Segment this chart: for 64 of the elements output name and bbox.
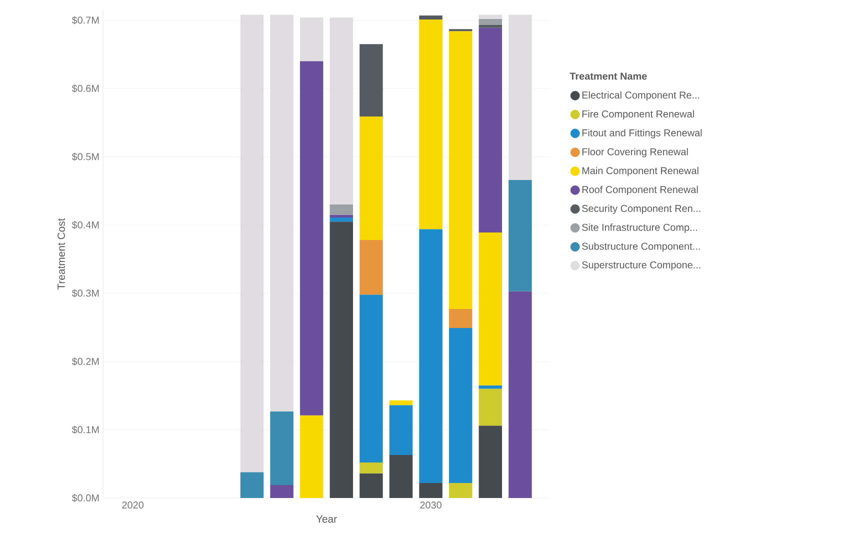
bar xyxy=(419,15,442,20)
bar xyxy=(448,482,472,498)
bar xyxy=(330,222,354,498)
bar xyxy=(240,14,264,472)
bar xyxy=(270,14,294,412)
bar xyxy=(330,204,354,215)
legend-label: Security Component Ren... xyxy=(582,204,700,214)
legend-label: Floor Covering Renewal xyxy=(582,148,688,158)
legend-label: Fitout and Fittings Renewal xyxy=(582,129,702,138)
legend-label: Site Infrastructure Comp... xyxy=(582,224,697,233)
legend-label: Main Component Renewal xyxy=(582,166,698,176)
y-tick-label: $0.4M xyxy=(72,220,99,230)
x-axis-title: Year xyxy=(316,515,337,523)
x-tick-label: 2030 xyxy=(420,502,442,509)
bar xyxy=(360,294,383,463)
bar xyxy=(478,232,502,386)
bar xyxy=(300,18,324,62)
bar xyxy=(448,308,472,328)
bar xyxy=(300,61,324,416)
bar xyxy=(508,14,532,180)
bar xyxy=(448,31,472,309)
bar xyxy=(360,462,383,474)
bar xyxy=(330,217,354,222)
bar xyxy=(240,472,264,498)
bar xyxy=(389,405,413,455)
bar xyxy=(508,291,532,498)
bar xyxy=(478,14,502,19)
x-tick-label: 2020 xyxy=(122,502,144,509)
bar xyxy=(300,415,324,498)
y-tick-label: $0.2M xyxy=(72,357,99,366)
bar xyxy=(478,18,502,26)
bar xyxy=(478,388,502,426)
bar xyxy=(478,426,502,498)
bar xyxy=(419,482,442,498)
bar xyxy=(478,385,502,389)
bar xyxy=(270,485,294,498)
y-tick-label: $0.3M xyxy=(72,289,99,298)
bar xyxy=(508,180,532,292)
y-tick-label: $0.1M xyxy=(72,426,99,434)
bar xyxy=(360,240,383,295)
y-tick-label: $0.0M xyxy=(72,494,99,502)
bar xyxy=(270,411,294,486)
bar xyxy=(330,214,354,218)
legend-label: Substructure Component... xyxy=(582,242,700,252)
bar xyxy=(389,455,413,498)
legend-label: Superstructure Compone... xyxy=(582,261,700,270)
y-tick-label: $0.6M xyxy=(72,84,99,93)
bar xyxy=(389,400,413,406)
bar xyxy=(448,328,472,483)
bar xyxy=(478,25,502,28)
legend-title: Treatment Name xyxy=(570,72,647,80)
y-tick-label: $0.5M xyxy=(72,152,99,161)
legend-label: Roof Component Renewal xyxy=(582,186,698,196)
legend-label: Electrical Component Re... xyxy=(582,91,700,101)
bar xyxy=(419,229,442,483)
y-tick-label: $0.7M xyxy=(72,16,99,24)
bar xyxy=(478,28,502,232)
y-axis-title: Treatment Cost xyxy=(58,218,65,290)
bar xyxy=(419,20,442,230)
legend-label: Fire Component Renewal xyxy=(582,110,694,120)
bar xyxy=(330,18,354,205)
bar xyxy=(360,116,383,240)
bar xyxy=(360,44,383,116)
bar xyxy=(360,473,383,498)
